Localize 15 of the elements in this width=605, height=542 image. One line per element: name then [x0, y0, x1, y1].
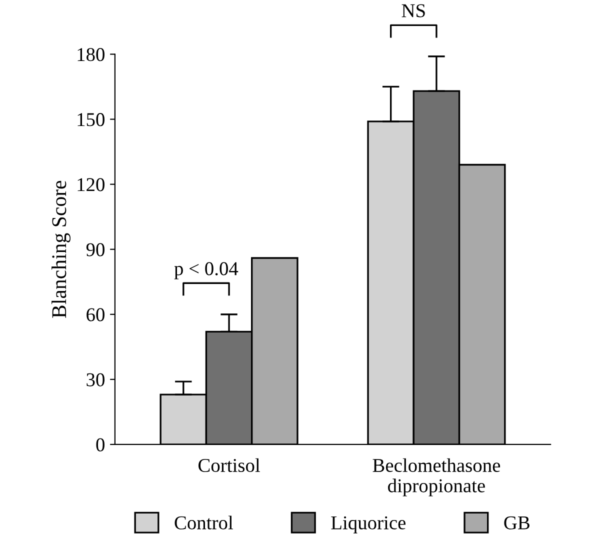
y-axis-title: Blanching Score [52, 180, 71, 318]
legend-label: Control [174, 516, 233, 530]
y-tick-label: 60 [86, 308, 104, 322]
annotation: p < 0.04 [174, 262, 238, 280]
y-tick-label: 90 [86, 243, 104, 256]
x-tick-label: Beclomethasone dipropionate [372, 458, 500, 496]
y-tick-label: 120 [78, 178, 104, 192]
text: NS [402, 4, 425, 18]
y-tick-label: 180 [78, 48, 104, 62]
legend-label: Liquorice [331, 516, 406, 534]
x-tick-label: Cortisol [198, 458, 260, 472]
legend-label: GB [504, 516, 530, 530]
y-tick-label: 0 [96, 438, 104, 452]
y-tick-label: 150 [78, 113, 104, 126]
y-tick-label: 30 [86, 373, 104, 386]
